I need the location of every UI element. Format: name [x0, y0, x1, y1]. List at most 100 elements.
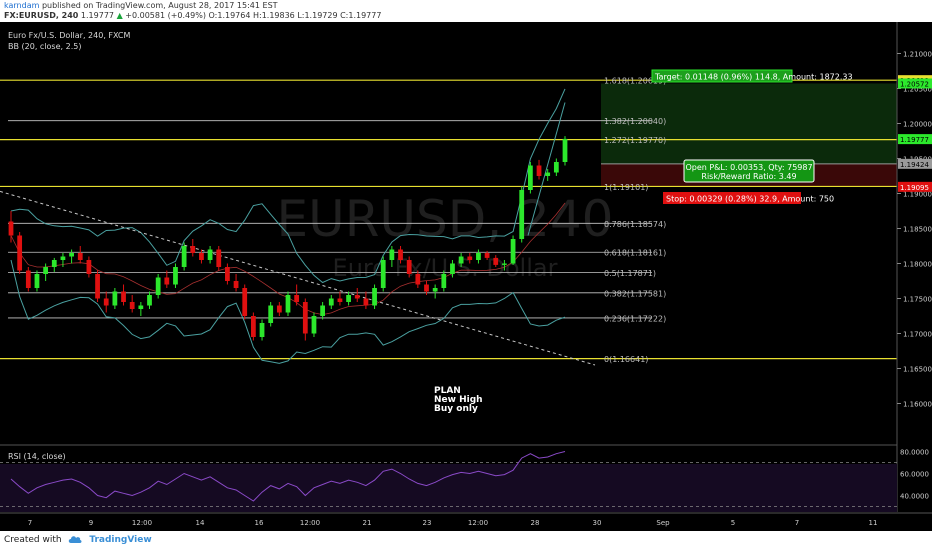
- candle-body: [155, 277, 161, 295]
- downtrend-line: [0, 190, 596, 366]
- fib-label: 0.786(1.18574): [604, 220, 666, 229]
- rsi-line: [10, 451, 566, 502]
- up-arrow-icon: ▲: [116, 11, 123, 20]
- time-tick-label: 7: [28, 519, 32, 527]
- time-axis[interactable]: 7 9 12:00 14 16 12:00 21 23 12:00 28 30 Sep 5 7 11: [0, 512, 932, 527]
- candle-body: [302, 302, 308, 334]
- candle-body: [285, 295, 291, 313]
- chart-area[interactable]: EURUSD, 240 Euro Fx/U.S. Dollar Euro Fx/…: [0, 22, 932, 531]
- candle-body: [553, 162, 559, 173]
- candle-body: [233, 281, 239, 288]
- price-tag-label: 1.19424: [900, 161, 929, 169]
- stop-label[interactable]: Stop: 0.00329 (0.28%) 32.9, Amount: 750: [663, 192, 834, 204]
- candle-body: [519, 190, 525, 239]
- time-tick-label: 9: [89, 519, 93, 527]
- chart-header: karndam published on TradingView.com, Au…: [0, 0, 932, 22]
- chart-legend-title: Euro Fx/U.S. Dollar, 240, FXCM: [8, 31, 130, 40]
- candle-body: [147, 295, 152, 306]
- candle-body: [173, 267, 178, 285]
- svg-text:Target: 0.01148 (0.96%) 114.8,: Target: 0.01148 (0.96%) 114.8, Amount: 1…: [654, 73, 853, 82]
- bb-lower: [10, 259, 566, 364]
- svg-text:Buy only: Buy only: [434, 404, 478, 414]
- author-link[interactable]: karndam: [4, 1, 40, 10]
- candle-body: [216, 249, 222, 267]
- rsi-tick-label: 40.0000: [900, 493, 929, 501]
- candle-body: [250, 316, 256, 337]
- candle-body: [103, 298, 109, 306]
- candle-body: [242, 288, 248, 316]
- price-tick-label: 1.16500: [903, 366, 932, 374]
- candle-body: [181, 246, 187, 267]
- candle-body: [493, 257, 499, 265]
- candle-body: [398, 249, 403, 260]
- time-tick-label: 11: [869, 519, 878, 527]
- risk-reward-text: Risk/Reward Ratio: 3.49: [701, 172, 796, 181]
- candle-body: [458, 256, 464, 264]
- candle-body: [199, 253, 204, 260]
- price-tick-label: 1.21000: [903, 51, 932, 59]
- tradingview-cloud-icon: [69, 536, 82, 543]
- watermark-symbol: EURUSD, 240: [277, 190, 614, 248]
- candle-body: [320, 305, 326, 316]
- candle-body: [268, 305, 274, 323]
- projection-line: [527, 102, 566, 236]
- price-tag: [898, 158, 932, 169]
- last-price: 1.19777: [80, 11, 115, 20]
- candle-body: [121, 291, 126, 302]
- svg-text:PLAN: PLAN: [434, 386, 461, 396]
- candle-body: [164, 277, 170, 285]
- symbol-label: FX:EURUSD, 240: [4, 11, 79, 20]
- candle-body: [43, 267, 49, 274]
- candlesticks: [8, 136, 568, 341]
- time-tick-label: 14: [196, 519, 205, 527]
- price-tag-label: 1.20572: [900, 80, 929, 88]
- candle-body: [276, 305, 282, 313]
- price-tag: [898, 78, 932, 89]
- price-tick-label: 1.17000: [903, 331, 932, 339]
- candle-body: [562, 138, 568, 162]
- price-tag-label: 1.19777: [900, 136, 929, 144]
- tradingview-brand[interactable]: TradingView: [89, 535, 152, 545]
- fib-label: 1.618(1.20619): [604, 77, 666, 86]
- candle-body: [25, 270, 31, 288]
- price-axis[interactable]: 1.210001.205001.200001.195001.190001.185…: [896, 22, 932, 512]
- candle-body: [225, 267, 230, 281]
- price-tick-label: 1.19000: [903, 191, 932, 199]
- chart-svg[interactable]: EURUSD, 240 Euro Fx/U.S. Dollar Euro Fx/…: [0, 22, 932, 531]
- fib-label: 1(1.19101): [604, 183, 648, 192]
- candle-body: [372, 288, 377, 306]
- candle-body: [536, 165, 542, 176]
- fib-label: 0.382(1.17581): [604, 289, 666, 298]
- quote-line: FX:EURUSD, 240 1.19777 ▲ +0.00581 (+0.49…: [4, 11, 381, 21]
- target-label[interactable]: Target: 0.01148 (0.96%) 114.8, Amount: 1…: [651, 69, 853, 83]
- candle-body: [527, 165, 533, 190]
- candle-body: [510, 239, 516, 264]
- bb-indicator-label: BB (20, close, 2.5): [8, 42, 81, 51]
- rsi-tick-label: 80.0000: [900, 449, 929, 457]
- time-tick-label: 12:00: [132, 519, 152, 527]
- time-tick-label: Sep: [656, 519, 670, 527]
- fib-label: 0.236(1.17222): [604, 314, 666, 323]
- candle-body: [363, 298, 369, 306]
- candle-body: [112, 291, 118, 306]
- price-tick-label: 1.17500: [903, 296, 932, 304]
- time-tick-label: 16: [255, 519, 264, 527]
- created-with-text: Created with: [4, 535, 62, 545]
- publish-line: karndam published on TradingView.com, Au…: [4, 1, 278, 11]
- candle-body: [8, 221, 14, 236]
- plan-annotation[interactable]: PLAN New High Buy only: [434, 386, 483, 414]
- candle-body: [129, 302, 135, 309]
- candle-body: [441, 274, 447, 288]
- price-tick-label: 1.20500: [903, 86, 932, 94]
- trendlines[interactable]: [0, 102, 596, 366]
- open-pnl-label[interactable]: Open P&L: 0.00353, Qty: 75987 Risk/Rewar…: [683, 159, 815, 183]
- rsi-pane[interactable]: RSI (14, close) 80.0000 60.0000 40.0000: [0, 444, 929, 512]
- candle-body: [190, 246, 196, 253]
- candle-body: [77, 253, 83, 260]
- candle-body: [34, 274, 40, 288]
- fib-label: 1.382(1.20040): [604, 117, 666, 126]
- time-tick-label: 28: [531, 519, 540, 527]
- fib-label: 0(1.16641): [604, 355, 648, 364]
- candle-body: [207, 249, 213, 260]
- candle-body: [311, 316, 317, 334]
